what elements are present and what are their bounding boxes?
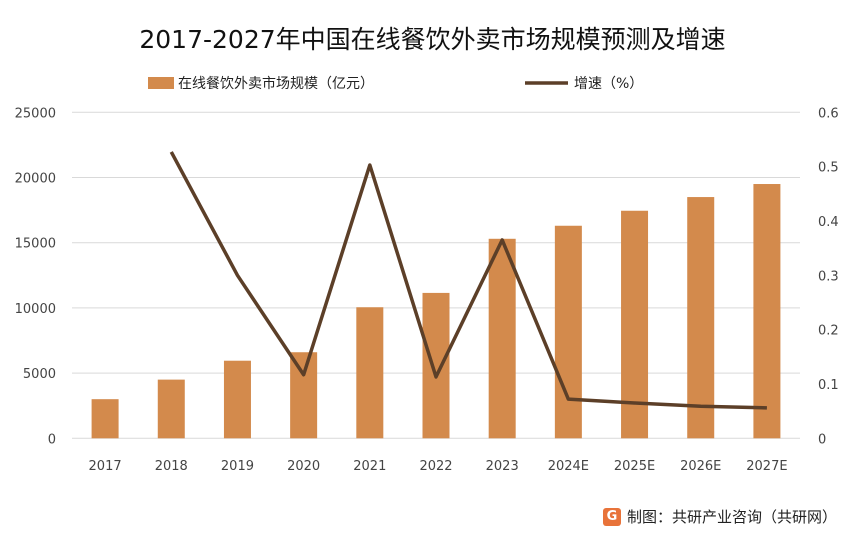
right-tick-label: 0 [818,432,826,447]
bar-2021 [356,307,384,439]
x-tick-label: 2017 [89,459,122,474]
gonyn-logo-icon: G [602,507,621,526]
right-tick-label: 0.1 [818,378,839,393]
bar-2026E [687,197,715,439]
left-tick-label: 25000 [15,106,56,121]
source-note: G 制图：共研产业咨询（共研网） [602,506,837,527]
bar-2019 [223,360,251,439]
x-tick-label: 2018 [155,459,188,474]
bar-2017 [91,399,119,439]
bar-2027E [753,184,781,439]
left-tick-label: 15000 [15,237,56,252]
bar-2023 [488,238,516,439]
right-tick-label: 0.2 [818,324,839,339]
x-tick-label: 2027E [746,459,787,474]
left-tick-label: 20000 [15,172,56,187]
chart-title: 2017-2027年中国在线餐饮外卖市场规模预测及增速 [139,25,726,54]
x-tick-label: 2025E [614,459,655,474]
right-tick-label: 0.6 [818,106,839,121]
bar-2025E [621,210,649,439]
x-tick-label: 2024E [548,459,589,474]
bar-2024E [554,225,582,439]
bar-2022 [422,292,450,439]
bar-2018 [157,379,185,439]
left-tick-label: 0 [48,432,56,447]
x-tick-label: 2023 [486,459,519,474]
left-tick-label: 5000 [23,367,56,382]
x-tick-label: 2022 [419,459,452,474]
right-tick-label: 0.3 [818,269,839,284]
left-tick-label: 10000 [15,302,56,317]
legend-line-label: 增速（%） [574,76,643,92]
x-tick-label: 2019 [221,459,254,474]
x-tick-label: 2020 [287,459,320,474]
bar-2020 [290,352,318,439]
x-tick-label: 2021 [353,459,386,474]
right-tick-label: 0.4 [818,215,839,230]
x-tick-label: 2026E [680,459,721,474]
right-tick-label: 0.5 [818,161,839,176]
legend-bar-label: 在线餐饮外卖市场规模（亿元） [178,75,374,92]
growth-line [169,151,767,410]
legend-bar-swatch [148,77,174,89]
source-text: 制图：共研产业咨询（共研网） [626,508,837,526]
